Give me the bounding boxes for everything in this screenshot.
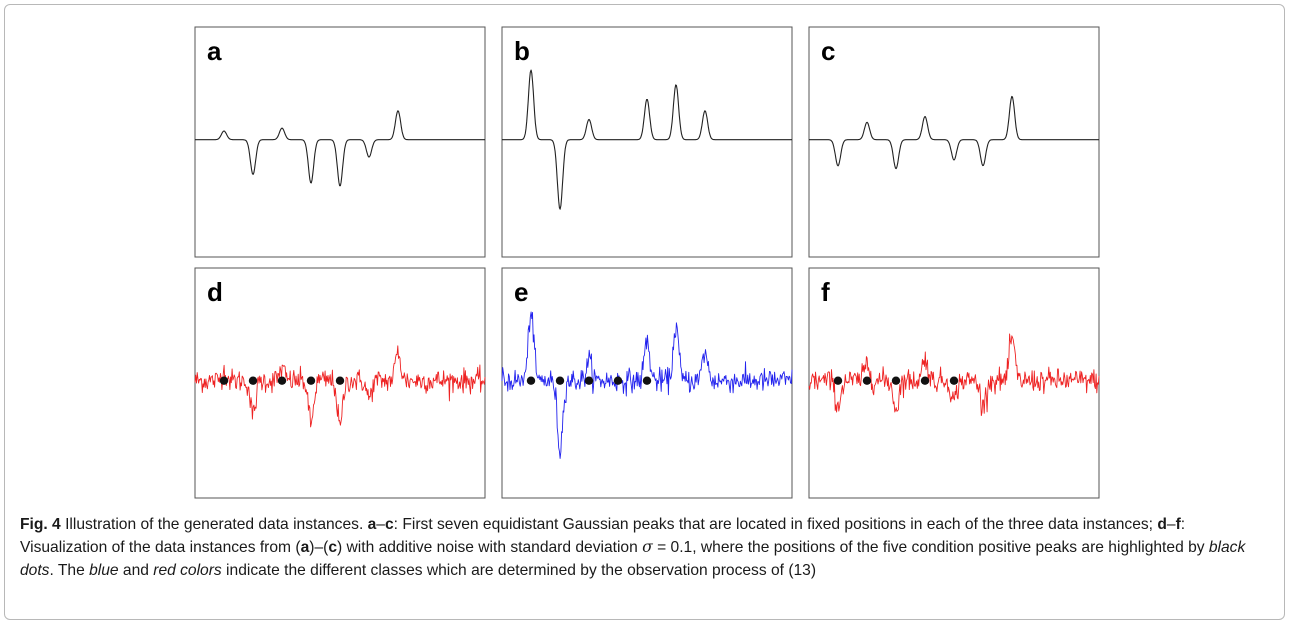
- panel-b-border: [501, 26, 793, 258]
- panel-e-peak-dot: [584, 376, 594, 385]
- panel-b-series: [502, 69, 792, 210]
- panel-d: d: [194, 267, 486, 499]
- panel-f-peak-dot: [920, 376, 930, 385]
- panel-d-label: d: [207, 277, 223, 307]
- panel-c-border: [808, 26, 1100, 258]
- panel-c: c: [808, 26, 1100, 258]
- panel-d-peak-dot: [219, 376, 229, 385]
- panel-d-series: [194, 345, 486, 428]
- panel-a-label: a: [207, 36, 222, 66]
- panel-b: b: [501, 26, 793, 258]
- panel-a: a: [194, 26, 486, 258]
- panel-b-label: b: [514, 36, 530, 66]
- panel-d-peak-dot: [335, 376, 345, 385]
- panel-d-peak-dot: [306, 376, 316, 385]
- sigma-symbol: σ: [642, 538, 653, 556]
- panel-e-peak-dot: [555, 376, 565, 385]
- panel-f-peak-dot: [891, 376, 901, 385]
- panel-e-series: [501, 311, 793, 459]
- panel-f-series: [808, 333, 1100, 417]
- panel-c-series: [809, 95, 1099, 170]
- panel-e-peak-dot: [526, 376, 536, 385]
- figure-caption: Fig. 4 Illustration of the generated dat…: [20, 516, 1246, 579]
- figure-panels: a b c d e f: [194, 26, 1100, 499]
- panel-e-peak-dot: [613, 376, 623, 385]
- panel-d-peak-dot: [248, 376, 258, 385]
- panel-f-peak-dot: [833, 376, 843, 385]
- panel-f: f: [808, 267, 1100, 499]
- panel-e-peak-dot: [642, 376, 652, 385]
- panel-e-label: e: [514, 277, 528, 307]
- panel-a-series: [195, 110, 485, 187]
- panel-f-label: f: [821, 277, 830, 307]
- panel-a-border: [194, 26, 486, 258]
- figure-label: Fig. 4: [20, 516, 61, 533]
- panel-d-peak-dot: [277, 376, 287, 385]
- panel-c-label: c: [821, 36, 835, 66]
- panel-f-peak-dot: [949, 376, 959, 385]
- panel-f-peak-dot: [862, 376, 872, 385]
- panel-e: e: [501, 267, 793, 499]
